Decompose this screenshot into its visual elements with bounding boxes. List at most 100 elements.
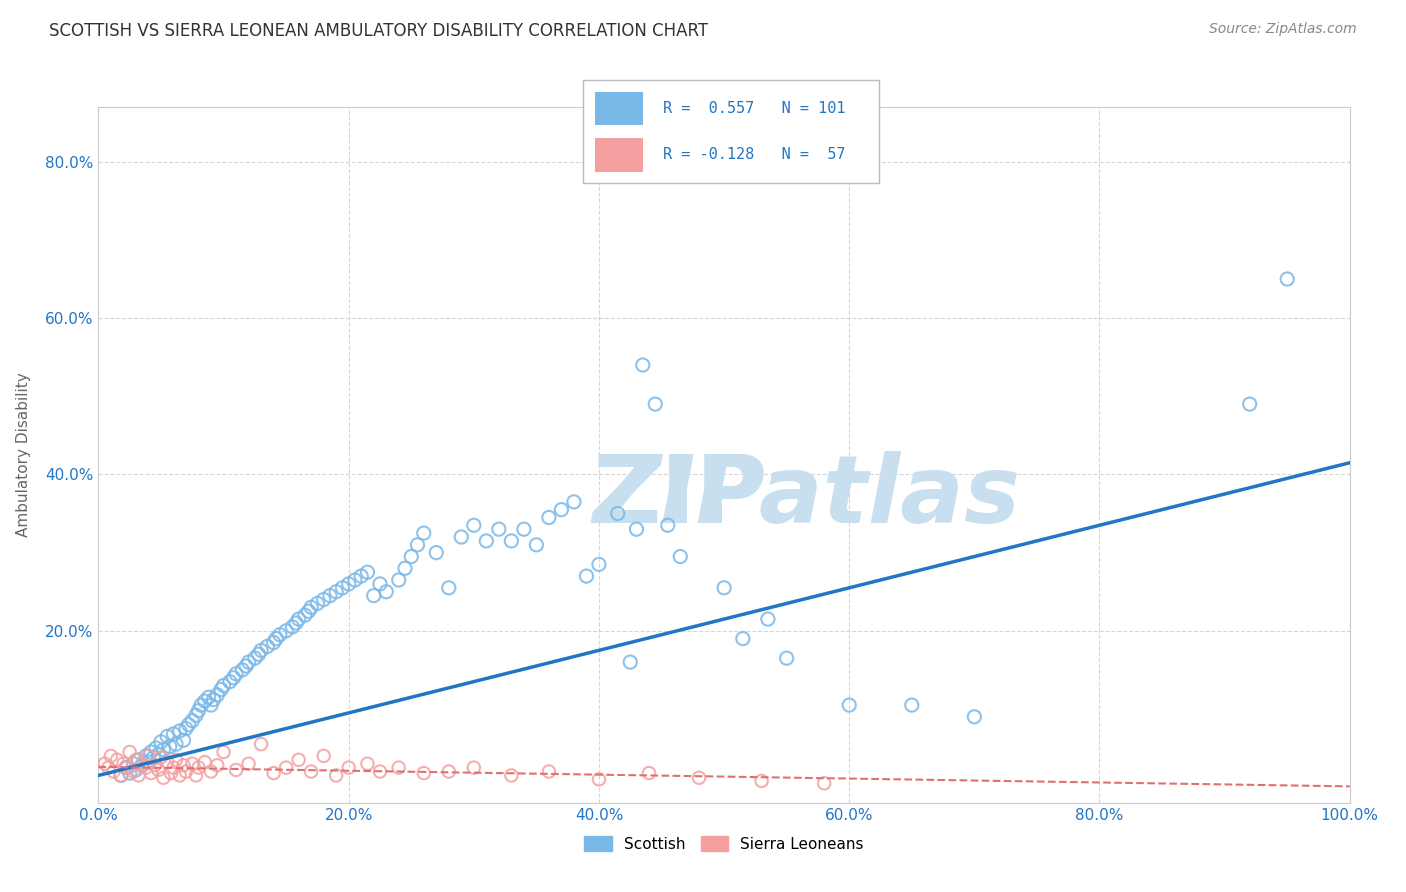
Point [425,546,447,560]
Point [93,756,115,771]
Point [97,761,120,775]
Point [264,632,287,646]
Point [337,577,360,591]
Point [388,761,411,775]
Point [332,581,354,595]
Point [202,692,225,706]
Point [100,748,122,763]
Point [606,507,628,521]
Point [184,768,207,782]
Point [115,761,138,775]
Point [838,698,860,712]
Text: R =  0.557   N = 101: R = 0.557 N = 101 [664,101,846,116]
Point [263,635,285,649]
Point [238,756,260,771]
Point [550,502,572,516]
Point [350,569,373,583]
Point [657,518,679,533]
Text: SCOTTISH VS SIERRA LEONEAN AMBULATORY DISABILITY CORRELATION CHART: SCOTTISH VS SIERRA LEONEAN AMBULATORY DI… [49,22,709,40]
Point [363,589,385,603]
Point [174,722,197,736]
Point [187,704,209,718]
Point [325,584,347,599]
Point [713,581,735,595]
Point [118,745,141,759]
Point [450,530,472,544]
Point [238,655,260,669]
Point [437,581,460,595]
Point [148,763,170,777]
Point [375,584,398,599]
Point [437,764,460,779]
Point [110,768,132,782]
Point [165,737,187,751]
Point [118,766,141,780]
Point [156,755,179,769]
Point [299,764,322,779]
Point [135,761,157,775]
Point [143,758,166,772]
Point [197,690,219,705]
Point [337,761,360,775]
Point [298,604,321,618]
Point [287,612,309,626]
Point [312,592,335,607]
Point [169,723,191,738]
Point [159,739,181,754]
Point [139,745,162,759]
Point [307,597,329,611]
Point [501,533,523,548]
Point [200,764,222,779]
Point [513,522,536,536]
Point [388,573,411,587]
Point [900,698,922,712]
Point [103,764,125,779]
Point [463,518,485,533]
Point [356,565,378,579]
Point [368,577,391,591]
Point [127,768,149,782]
Point [299,600,322,615]
Point [269,628,291,642]
Point [187,761,209,775]
Point [160,766,183,780]
Point [619,655,641,669]
Point [122,756,145,771]
Point [562,495,585,509]
Point [575,569,598,583]
Point [325,768,347,782]
Point [731,632,754,646]
Point [150,735,173,749]
Y-axis label: Ambulatory Disability: Ambulatory Disability [17,373,31,537]
Point [401,549,423,564]
Point [1277,272,1299,286]
Point [200,698,222,712]
Point [281,620,304,634]
Point [250,643,273,657]
Point [169,768,191,782]
Point [125,763,148,777]
Point [235,659,257,673]
Point [463,761,485,775]
Point [125,753,148,767]
Point [139,766,162,780]
Point [142,750,165,764]
Point [406,538,429,552]
Point [209,682,232,697]
Point [319,589,342,603]
Bar [595,92,643,126]
Point [274,761,298,775]
Text: R = -0.128   N =  57: R = -0.128 N = 57 [664,147,846,162]
Point [162,761,184,775]
Point [756,612,779,626]
Text: Source: ZipAtlas.com: Source: ZipAtlas.com [1209,22,1357,37]
Point [115,761,138,775]
Point [626,522,648,536]
Point [638,766,661,780]
Point [105,753,128,767]
Point [343,573,366,587]
Point [231,663,253,677]
Point [285,615,308,630]
Point [588,772,610,787]
Point [184,708,207,723]
